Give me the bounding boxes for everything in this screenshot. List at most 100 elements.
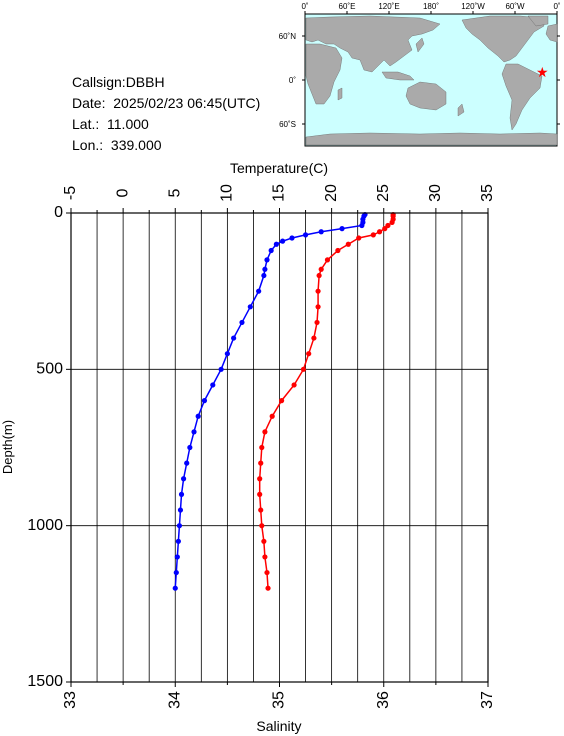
temperature-data-point — [278, 398, 285, 404]
salinity-axis-title: Salinity — [256, 718, 301, 734]
depth-tick-label: 0 — [54, 204, 63, 221]
salinity-data-point — [261, 272, 267, 279]
map-land — [305, 15, 558, 146]
salinity-tick-label: 33 — [62, 691, 79, 709]
temperature-tick-label: 5 — [166, 188, 183, 197]
salinity-data-point — [178, 491, 185, 497]
map-lon-label: 120˚E — [378, 2, 399, 11]
map-lon-label: 0˚ — [301, 2, 308, 11]
salinity-data-point — [172, 585, 178, 591]
salinity-data-point — [256, 288, 262, 294]
land-eurasia — [305, 15, 441, 73]
temperature-tick-label: 15 — [271, 184, 288, 202]
salinity-tick-label: 34 — [166, 691, 183, 709]
map-lon-label: 60˚W — [505, 2, 525, 11]
land-europe-west — [545, 23, 558, 43]
salinity-data-point — [231, 335, 237, 341]
temperature-data-point — [262, 554, 268, 560]
salinity-data-point — [218, 366, 224, 372]
temperature-data-point — [376, 229, 383, 235]
salinity-data-point — [273, 241, 279, 247]
temperature-data-point — [382, 226, 388, 232]
temperature-data-point — [257, 491, 263, 497]
temperature-data-point — [389, 219, 395, 225]
temperature-data-point — [291, 382, 297, 388]
map-lat-label: 60˚N — [279, 32, 297, 41]
temperature-data-point — [300, 366, 307, 372]
map-lat-label: 0˚ — [289, 76, 296, 85]
salinity-data-point — [247, 304, 253, 310]
salinity-data-point — [177, 507, 184, 513]
salinity-data-point — [173, 569, 179, 576]
map-top-axis: 0˚ 60˚E 120˚E 180˚ 120˚W 60˚W 0˚ — [301, 2, 560, 11]
depth-tick-label: 1500 — [27, 673, 63, 690]
salinity-data-point — [264, 257, 270, 263]
salinity-data-point — [224, 351, 230, 357]
map-lon-label: 60˚E — [339, 2, 356, 11]
temperature-tick-label: 10 — [219, 184, 236, 202]
temperature-data-point — [269, 413, 275, 419]
salinity-data-point — [289, 235, 295, 241]
salinity-data-point — [239, 319, 245, 326]
salinity-data-point — [176, 523, 183, 529]
callsign-text: Callsign:DBBH — [72, 74, 165, 90]
temperature-tick-label: -5 — [62, 186, 79, 200]
land-greenland — [527, 15, 549, 27]
chart-ticks: -5 0 5 10 15 20 25 30 35 33 34 35 36 37 0 500 1000 1500 — [27, 184, 496, 709]
salinity-data-point — [175, 538, 181, 544]
temperature-data-point — [370, 232, 376, 238]
salinity-data-point — [187, 444, 193, 451]
temperature-tick-label: 35 — [479, 184, 496, 202]
temperature-data-point — [257, 476, 263, 482]
temperature-data-point — [314, 319, 320, 326]
temperature-data-point — [315, 288, 321, 294]
map-left-axis: 60˚N 0˚ 60˚S — [279, 32, 297, 129]
temperature-data-point — [316, 272, 322, 279]
station-info: Callsign:DBBH Date: 2025/02/23 06:45(UTC… — [72, 72, 260, 156]
depth-axis-title: Depth(m) — [0, 420, 15, 474]
salinity-data-point — [359, 222, 365, 229]
salinity-data-point — [302, 232, 309, 238]
land-madagascar — [337, 87, 343, 101]
temperature-axis-title: Temperature(C) — [230, 160, 328, 176]
map-lon-label: 180˚ — [423, 2, 439, 11]
temperature-data-point — [258, 460, 264, 466]
salinity-data-point — [339, 226, 345, 232]
land-indonesia — [381, 71, 415, 81]
temperature-data-point — [265, 585, 271, 591]
salinity-data-point — [318, 229, 324, 235]
salinity-data-point — [180, 476, 187, 482]
salinity-data-point — [174, 554, 180, 560]
temperature-data-point — [318, 266, 324, 272]
salinity-data-point — [184, 460, 190, 466]
temperature-data-point — [345, 241, 351, 247]
temperature-data-point — [262, 429, 268, 435]
depth-tick-label: 500 — [36, 361, 63, 378]
land-antarctica — [305, 132, 558, 146]
map-frame-ticks — [302, 11, 560, 125]
land-japan — [415, 37, 425, 53]
chart-grid — [70, 212, 489, 683]
map-lat-label: 60˚S — [279, 120, 296, 129]
latitude-text: Lat.: 11.000 — [72, 116, 149, 132]
temperature-data-point — [258, 507, 264, 513]
land-australia — [405, 81, 447, 111]
salinity-tick-label: 36 — [375, 691, 392, 709]
land-new-zealand — [457, 103, 465, 117]
location-map: 0˚ 60˚E 120˚E 180˚ 120˚W 60˚W 0˚ 60˚N 0˚ 60˚S ★ — [279, 2, 561, 147]
map-lon-label: 120˚W — [461, 2, 485, 11]
salinity-data-point — [201, 398, 208, 404]
temperature-tick-label: 30 — [427, 184, 444, 202]
temperature-data-point — [324, 257, 331, 263]
chart-series — [172, 211, 396, 591]
land-africa — [305, 43, 343, 105]
temperature-tick-label: 0 — [114, 188, 131, 197]
temperature-data-point — [315, 304, 321, 310]
temperature-tick-label: 20 — [323, 184, 340, 202]
longitude-text: Lon.: 339.000 — [72, 137, 162, 153]
salinity-data-point — [191, 429, 197, 435]
temperature-data-point — [335, 247, 341, 254]
map-lon-label: 0˚ — [553, 2, 560, 11]
salinity-data-point — [268, 247, 274, 254]
